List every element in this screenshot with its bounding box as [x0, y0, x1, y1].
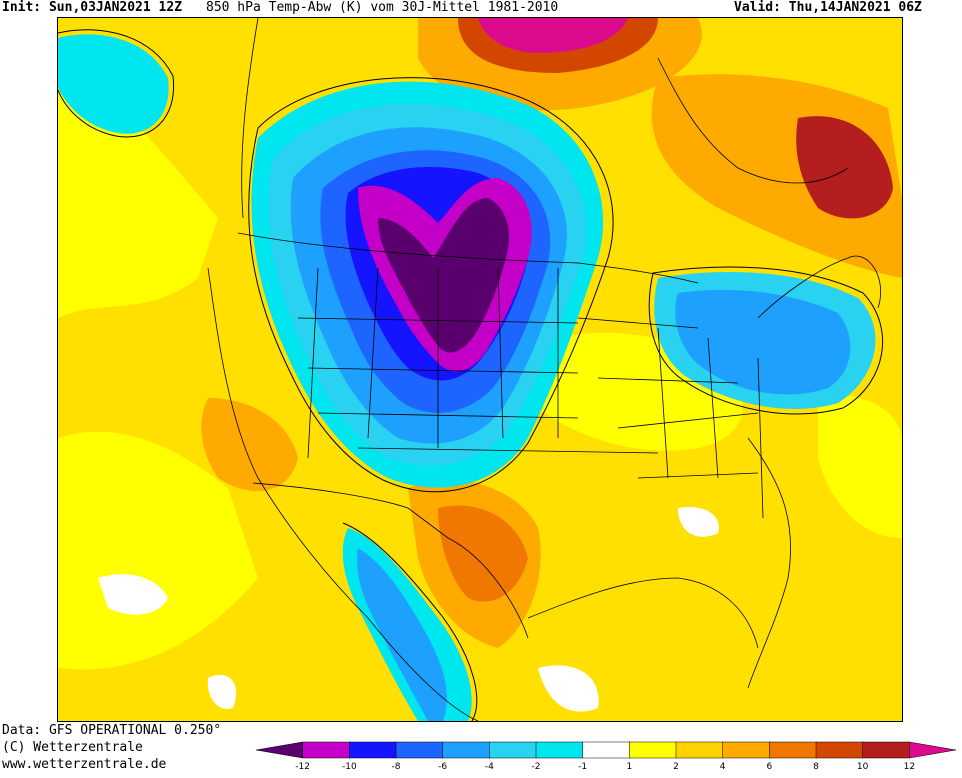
field-cold-pacific	[58, 34, 169, 134]
field-white-4	[207, 674, 237, 709]
field-cold-mexico-core	[357, 548, 447, 721]
init-time: Init: Sun,03JAN2021 12Z	[2, 0, 183, 15]
legend-swatch	[302, 741, 351, 759]
legend-tick-label: 1	[626, 762, 633, 772]
legend-swatch	[675, 741, 724, 759]
bc-coastline	[241, 18, 259, 219]
legend-swatch	[535, 741, 584, 759]
field-light-yellow-atlantic	[818, 395, 902, 538]
data-source: Data: GFS OPERATIONAL 0.250°	[2, 723, 222, 738]
state-lines-vertical	[307, 267, 559, 459]
field-cold-minus12	[378, 198, 509, 353]
legend-swatch	[862, 741, 911, 759]
field-white-2	[678, 507, 719, 537]
field-cold-northeast-core	[675, 289, 851, 395]
legend-swatch	[255, 741, 303, 759]
legend-tick-label: 10	[856, 762, 869, 772]
contour-zero-northeast	[648, 266, 884, 415]
field-magenta-north	[478, 18, 628, 53]
field-orange-california	[201, 398, 298, 492]
legend-swatch	[349, 741, 397, 759]
legend-swatch	[489, 741, 537, 759]
legend-tick-label: 4	[719, 762, 726, 772]
legend-swatch	[769, 741, 817, 759]
contour-zero-pacific	[58, 29, 175, 138]
legend-tick-label: -2	[531, 762, 541, 772]
legend-swatch	[815, 741, 864, 759]
field-darkred-quebec	[796, 116, 893, 219]
pacific-coastline	[207, 267, 479, 721]
great-lakes-coast	[757, 255, 882, 319]
contour-zero-central	[248, 77, 614, 493]
state-lines-horizontal	[297, 317, 659, 454]
legend-tick-label: 6	[766, 762, 773, 772]
valid-time: Valid: Thu,14JAN2021 06Z	[734, 0, 922, 15]
legend-bar	[255, 741, 957, 759]
field-light-yellow-pacific	[58, 431, 258, 670]
contour-zero-mexico	[342, 522, 478, 721]
boundary-lines	[207, 18, 882, 721]
field-white-3	[538, 665, 599, 712]
atlantic-coastline	[747, 437, 791, 689]
field-white-1	[98, 574, 168, 615]
legend-swatch	[909, 741, 957, 759]
copyright: (C) Wetterzentrale	[2, 740, 143, 755]
field-dark-orange-texas	[438, 505, 528, 602]
header-bar: Init: Sun,03JAN2021 12Z 850 hPa Temp-Abw…	[0, 0, 962, 18]
legend-swatch	[442, 741, 491, 759]
chart-title: 850 hPa Temp-Abw (K) vom 30J-Mittel 1981…	[206, 0, 559, 15]
legend-tick-label: -8	[391, 762, 401, 772]
gulf-coastline	[527, 577, 759, 649]
legend-tick-label: -10	[341, 762, 357, 772]
us-canada-border	[237, 232, 699, 284]
legend-tick-label: -6	[438, 762, 448, 772]
legend-tick-label: 2	[673, 762, 679, 772]
footer-credits: Data: GFS OPERATIONAL 0.250° (C) Wetterz…	[2, 722, 221, 773]
anomaly-map	[57, 17, 903, 722]
legend-swatch	[722, 741, 771, 759]
us-mexico-border	[252, 482, 529, 639]
state-lines-east	[577, 317, 759, 479]
legend-tick-label: -4	[484, 762, 494, 772]
hudson-bay-coast	[657, 57, 849, 184]
legend-tick-label: 12	[903, 762, 916, 772]
website-url: www.wetterzentrale.de	[2, 757, 167, 772]
legend-swatch	[395, 741, 444, 759]
color-scale-legend: -12 -10 -8 -6 -4 -2 -1 1 2 4 6 8 10 12	[254, 741, 962, 778]
legend-tick-label: 8	[813, 762, 819, 772]
legend-tick-label: -12	[295, 762, 311, 772]
legend-swatch	[582, 741, 631, 759]
legend-swatch	[629, 741, 677, 759]
zero-contours	[58, 29, 884, 721]
legend-tick-label: -1	[578, 762, 588, 772]
